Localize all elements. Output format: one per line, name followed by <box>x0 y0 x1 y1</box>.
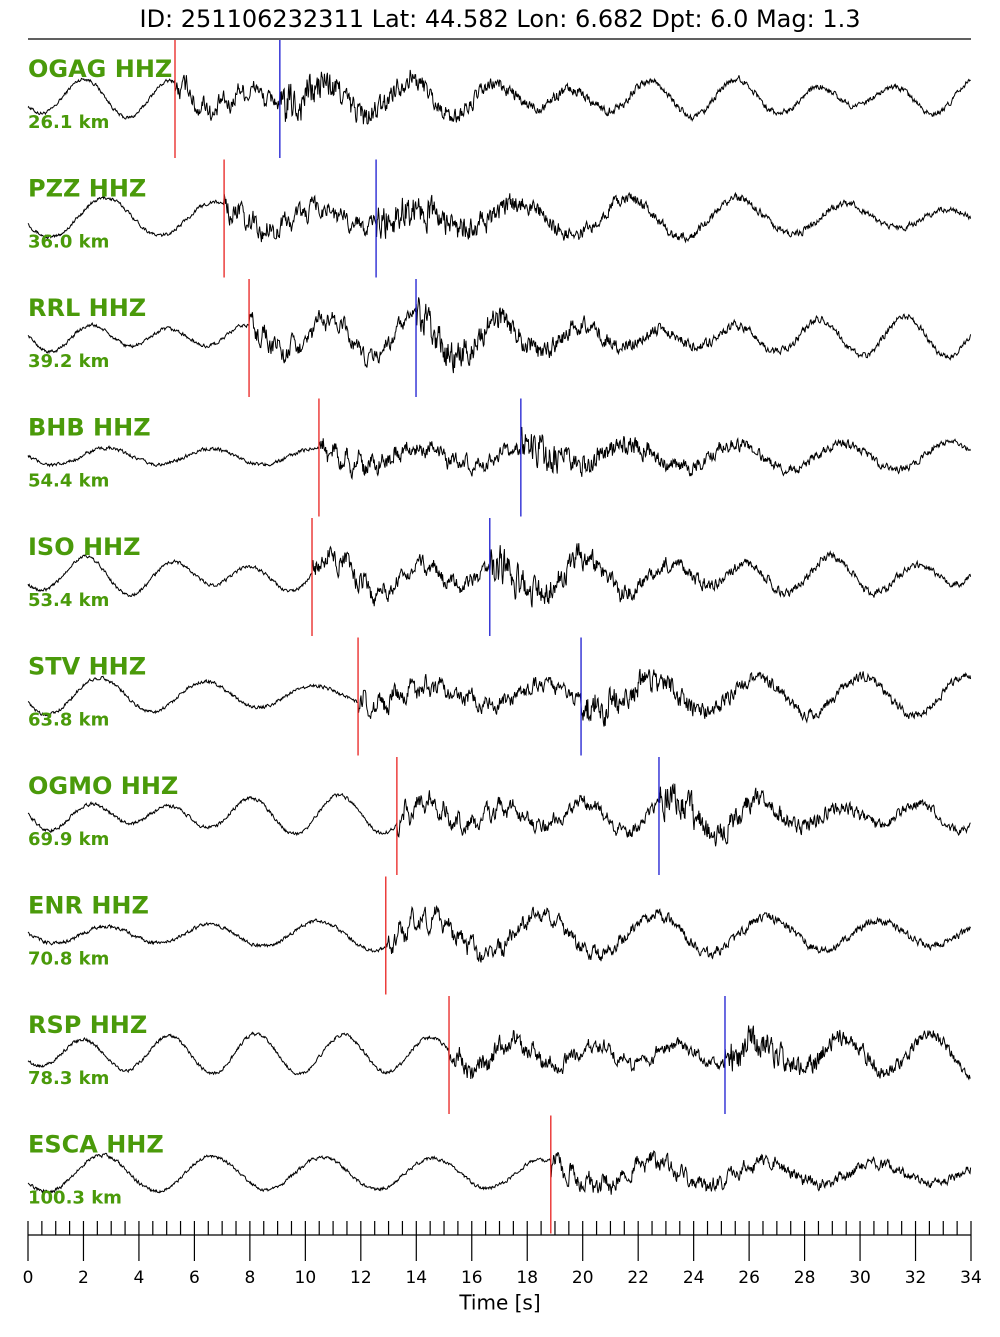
distance-label: 70.8 km <box>28 949 109 970</box>
chart-title: ID: 251106232311 Lat: 44.582 Lon: 6.682 … <box>139 5 860 33</box>
x-tick-label: 4 <box>134 1268 145 1288</box>
x-tick-label: 34 <box>960 1268 982 1288</box>
x-tick-label: 6 <box>189 1268 200 1288</box>
x-axis-label: Time [s] <box>458 1291 540 1315</box>
distance-label: 63.8 km <box>28 710 109 731</box>
x-tick-label: 0 <box>23 1268 34 1288</box>
x-tick-label: 18 <box>516 1268 538 1288</box>
waveform <box>27 1150 972 1195</box>
x-tick-label: 24 <box>683 1268 705 1288</box>
x-tick-label: 10 <box>295 1268 317 1288</box>
distance-label: 39.2 km <box>28 351 109 372</box>
distance-label: 69.9 km <box>28 829 109 850</box>
distance-label: 100.3 km <box>28 1188 122 1209</box>
station-label: ENR HHZ <box>28 892 149 920</box>
distance-label: 54.4 km <box>28 471 109 492</box>
x-tick-label: 32 <box>905 1268 927 1288</box>
waveform <box>27 782 971 847</box>
waveform <box>27 1025 971 1081</box>
distance-label: 36.0 km <box>28 232 109 253</box>
station-label: ISO HHZ <box>28 533 141 561</box>
x-tick-label: 22 <box>627 1268 649 1288</box>
waveform <box>27 69 971 125</box>
waveform <box>27 297 972 374</box>
distance-label: 53.4 km <box>28 590 109 611</box>
distance-label: 78.3 km <box>28 1068 109 1089</box>
x-tick-label: 14 <box>405 1268 427 1288</box>
waveform <box>27 904 972 963</box>
station-label: OGAG HHZ <box>28 55 172 83</box>
x-tick-label: 28 <box>794 1268 816 1288</box>
station-label: RSP HHZ <box>28 1011 147 1039</box>
station-label: RRL HHZ <box>28 294 146 322</box>
x-tick-label: 30 <box>849 1268 871 1288</box>
station-label: OGMO HHZ <box>28 772 178 800</box>
x-tick-label: 16 <box>461 1268 483 1288</box>
station-label: ESCA HHZ <box>28 1131 164 1159</box>
station-label: BHB HHZ <box>28 414 151 442</box>
x-tick-label: 20 <box>572 1268 594 1288</box>
x-tick-label: 2 <box>78 1268 89 1288</box>
station-label: PZZ HHZ <box>28 175 146 203</box>
waveform <box>27 668 972 727</box>
distance-label: 26.1 km <box>28 112 109 133</box>
x-tick-label: 12 <box>350 1268 372 1288</box>
waveform <box>27 191 972 244</box>
waveform <box>27 426 972 481</box>
x-tick-label: 8 <box>244 1268 255 1288</box>
x-tick-label: 26 <box>738 1268 760 1288</box>
station-label: STV HHZ <box>28 653 146 681</box>
waveform <box>27 543 972 608</box>
